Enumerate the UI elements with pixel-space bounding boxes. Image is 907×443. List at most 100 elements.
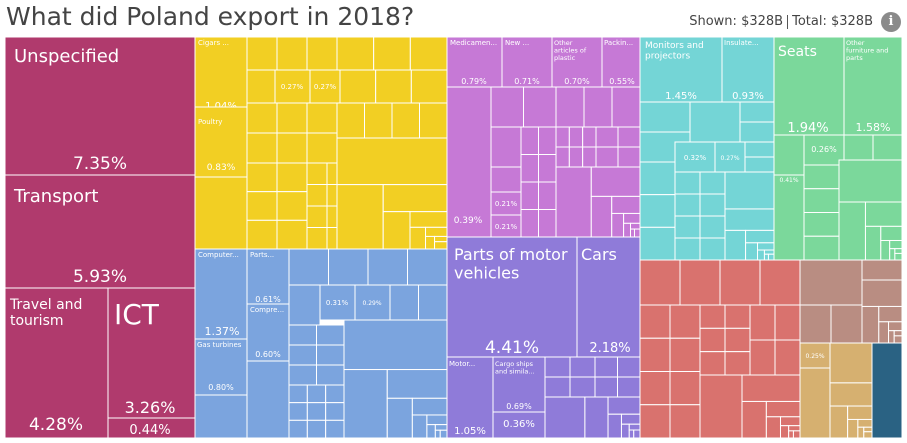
treemap-cell-chemicals[interactable]	[538, 209, 557, 238]
treemap-cell-vehicles[interactable]	[569, 356, 596, 378]
treemap-cell-mach-c[interactable]	[714, 141, 746, 173]
treemap-cell-medicaments[interactable]	[446, 36, 503, 88]
treemap-cell-chemicals[interactable]	[538, 181, 557, 210]
treemap-cell-electronics-small[interactable]	[343, 319, 448, 371]
treemap-cell-unspecified[interactable]	[4, 36, 196, 176]
treemap-cell-electronics[interactable]	[288, 419, 308, 439]
treemap-cell-food[interactable]	[306, 132, 338, 164]
treemap-cell-electronics[interactable]	[325, 402, 345, 421]
treemap-cell-furniture[interactable]	[803, 164, 840, 190]
treemap-cell-metals-small[interactable]	[792, 430, 801, 439]
treemap-cell-furniture[interactable]	[843, 134, 874, 161]
treemap-cell-machinery-small[interactable]	[724, 229, 747, 261]
treemap-cell-machinery[interactable]	[639, 194, 676, 228]
treemap-cell-food-a[interactable]	[194, 176, 248, 250]
treemap-cell-food[interactable]	[306, 36, 338, 71]
treemap-cell-furn-a[interactable]	[773, 134, 805, 176]
treemap-cell-food[interactable]	[306, 184, 328, 207]
treemap-cell-food[interactable]	[375, 69, 412, 104]
treemap-cell-wood-small[interactable]	[847, 418, 859, 439]
treemap-cell-chemicals[interactable]	[595, 146, 619, 168]
treemap-cell-food-small[interactable]	[409, 226, 427, 250]
treemap-cell-chemicals[interactable]	[520, 181, 539, 210]
treemap-cell-metals[interactable]	[699, 327, 726, 353]
treemap-cell-minerals-small[interactable]	[878, 305, 903, 323]
treemap-cell-food[interactable]	[246, 36, 278, 71]
treemap-cell-vehicles-small[interactable]	[544, 396, 586, 439]
treemap-cell-food[interactable]	[306, 205, 328, 228]
treemap-cell-chemicals-small[interactable]	[629, 228, 635, 238]
treemap-cell-cargo[interactable]	[492, 356, 546, 413]
treemap-cell-vehicles-small[interactable]	[584, 396, 609, 439]
treemap-cell-furniture[interactable]	[803, 235, 840, 261]
treemap-cell-electronics-small[interactable]	[411, 414, 428, 439]
treemap-cell-food[interactable]	[339, 69, 377, 104]
treemap-cell-electronics-small[interactable]	[343, 369, 388, 439]
treemap-cell-electronics-small[interactable]	[439, 429, 448, 439]
treemap-cell-food[interactable]	[246, 162, 278, 193]
treemap-cell-furniture-small[interactable]	[894, 248, 903, 254]
treemap-cell-electronics[interactable]	[288, 384, 308, 404]
treemap-cell-food[interactable]	[276, 102, 308, 134]
treemap-cell-metals-small[interactable]	[699, 374, 743, 439]
treemap-cell-food[interactable]	[336, 102, 365, 139]
treemap-cell-electronics[interactable]	[316, 324, 345, 346]
treemap-cell-furniture-small[interactable]	[864, 201, 903, 227]
treemap-cell-furniture-small[interactable]	[864, 225, 882, 261]
treemap-cell-electronics[interactable]	[407, 248, 448, 286]
treemap-cell-vehicles[interactable]	[594, 376, 618, 398]
treemap-cell-food-b[interactable]	[274, 69, 311, 104]
treemap-cell-gas-turbines[interactable]	[194, 338, 248, 396]
treemap-cell-el-a[interactable]	[194, 394, 248, 439]
treemap-cell-minerals-small[interactable]	[888, 330, 895, 344]
treemap-cell-chem-a[interactable]	[446, 86, 492, 238]
treemap-cell-minerals-small[interactable]	[878, 321, 890, 344]
treemap-cell-machinery-small[interactable]	[763, 249, 775, 255]
treemap-cell-machinery-small[interactable]	[757, 242, 775, 251]
treemap-cell-chemicals[interactable]	[568, 126, 584, 148]
treemap-cell-metals-small[interactable]	[779, 425, 790, 439]
treemap-cell-electronics-small[interactable]	[426, 414, 448, 426]
treemap-cell-furn-b[interactable]	[773, 174, 805, 261]
treemap-cell-electronics-small[interactable]	[386, 369, 448, 399]
treemap-cell-minerals[interactable]	[861, 259, 903, 281]
treemap-cell-chemicals[interactable]	[617, 126, 641, 148]
treemap-cell-minerals[interactable]	[799, 259, 863, 306]
treemap-cell-chemicals-small[interactable]	[590, 195, 613, 238]
treemap-cell-seats[interactable]	[773, 36, 845, 136]
treemap-cell-machinery-small[interactable]	[724, 208, 775, 231]
treemap-cell-metals[interactable]	[724, 327, 751, 353]
treemap-cell-furniture-small[interactable]	[880, 239, 891, 261]
treemap-cell-machinery-small[interactable]	[724, 171, 775, 210]
treemap-cell-metals[interactable]	[669, 304, 701, 339]
treemap-cell-chemicals-small[interactable]	[629, 222, 641, 230]
treemap-cell-other-furniture[interactable]	[843, 36, 903, 136]
treemap-cell-machinery[interactable]	[699, 171, 726, 195]
treemap-cell-metals[interactable]	[669, 404, 701, 439]
treemap-cell-machinery[interactable]	[744, 156, 775, 173]
treemap-cell-metals-small[interactable]	[779, 416, 801, 427]
treemap-cell-metals[interactable]	[699, 304, 726, 329]
treemap-cell-poultry[interactable]	[194, 106, 248, 178]
treemap-cell-food[interactable]	[246, 69, 276, 104]
treemap-cell-chemicals[interactable]	[555, 146, 570, 168]
treemap-cell-food[interactable]	[364, 102, 393, 139]
treemap-cell-metals-small[interactable]	[741, 400, 767, 439]
treemap-cell-machinery-small[interactable]	[757, 249, 765, 261]
treemap-cell-wood-small[interactable]	[829, 405, 849, 439]
treemap-cell-wood-small[interactable]	[829, 342, 873, 384]
treemap-cell-chemicals-small[interactable]	[623, 212, 641, 224]
treemap-cell-electronics[interactable]	[367, 248, 408, 286]
treemap-cell-minerals-small[interactable]	[893, 330, 903, 337]
treemap-cell-food-small[interactable]	[382, 211, 411, 250]
treemap-cell-el-b[interactable]	[246, 360, 290, 439]
treemap-cell-electronics[interactable]	[306, 419, 327, 439]
treemap-cell-chemicals[interactable]	[490, 86, 524, 128]
treemap-cell-machinery[interactable]	[674, 171, 701, 195]
treemap-cell-food[interactable]	[419, 102, 448, 139]
treemap-cell-food[interactable]	[246, 102, 278, 134]
treemap-cell-electronics-small[interactable]	[426, 424, 436, 439]
treemap-cell-chem-c[interactable]	[490, 166, 522, 193]
treemap-cell-electronics-small[interactable]	[411, 397, 448, 416]
treemap-cell-furniture[interactable]	[803, 188, 840, 213]
